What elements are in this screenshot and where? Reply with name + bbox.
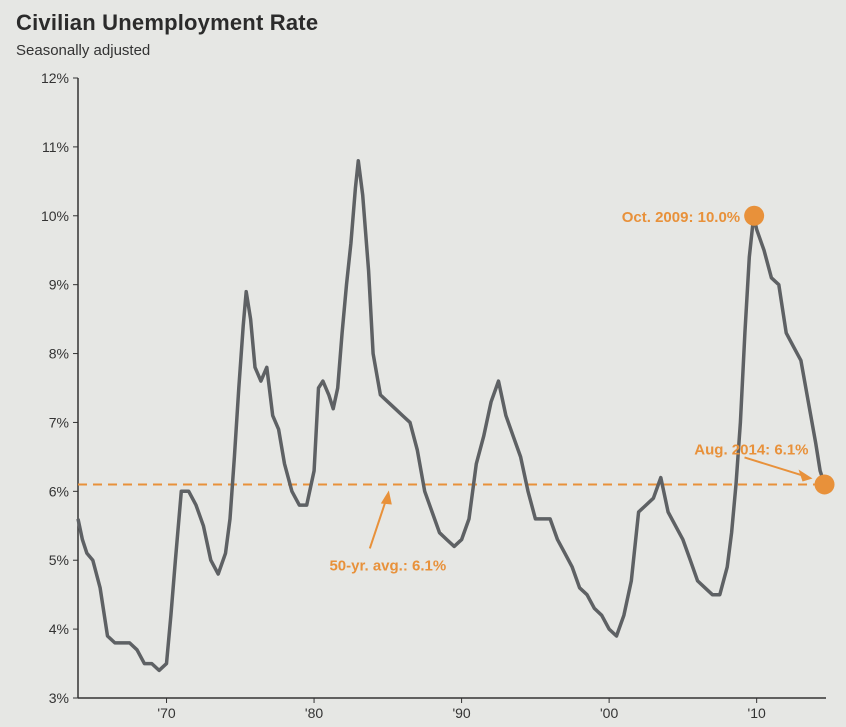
y-tick-label: 4% bbox=[49, 621, 69, 637]
y-tick-label: 3% bbox=[49, 690, 69, 706]
annotation-aug-2014: Aug. 2014: 6.1% bbox=[694, 441, 808, 458]
point-aug-2014 bbox=[814, 474, 835, 495]
annotation-arrowhead-aug-2014 bbox=[798, 469, 813, 482]
y-tick-label: 7% bbox=[49, 414, 69, 430]
x-axis-ticks: '70 '80 '90 '00 '10 bbox=[157, 698, 766, 721]
y-tick-label: 5% bbox=[49, 552, 69, 568]
x-tick-label: '80 bbox=[305, 705, 323, 721]
point-oct-2009 bbox=[744, 205, 765, 226]
y-axis-ticks: 3% 4% 5% 6% 7% 8% 9% 10% 11% 12% bbox=[41, 70, 78, 706]
annotation-arrow-avg bbox=[368, 500, 387, 549]
y-tick-label: 10% bbox=[41, 208, 69, 224]
annotation-arrowhead-avg bbox=[380, 490, 392, 505]
x-tick-label: '90 bbox=[452, 705, 470, 721]
annotation-arrow-aug-2014 bbox=[744, 456, 803, 477]
x-tick-label: '70 bbox=[157, 705, 175, 721]
chart-title: Civilian Unemployment Rate bbox=[16, 10, 319, 35]
y-tick-label: 9% bbox=[49, 277, 69, 293]
y-tick-label: 6% bbox=[49, 483, 69, 499]
y-tick-label: 11% bbox=[42, 139, 69, 155]
annotation-50yr-avg: 50-yr. avg.: 6.1% bbox=[329, 557, 446, 574]
x-tick-label: '00 bbox=[600, 705, 618, 721]
y-tick-label: 12% bbox=[41, 70, 69, 86]
annotation-oct-2009: Oct. 2009: 10.0% bbox=[622, 209, 740, 226]
x-tick-label: '10 bbox=[748, 705, 766, 721]
y-tick-label: 8% bbox=[49, 346, 69, 362]
chart-subtitle: Seasonally adjusted bbox=[16, 42, 151, 59]
series-line-unemployment bbox=[76, 158, 827, 673]
